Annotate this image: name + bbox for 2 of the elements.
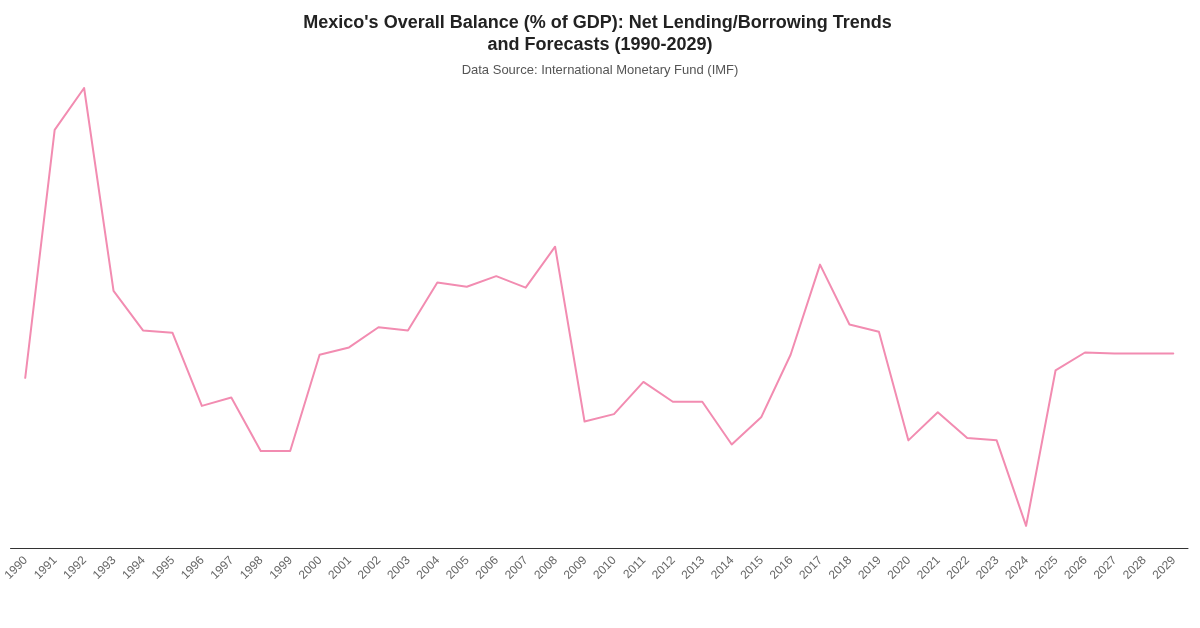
chart-subtitle: Data Source: International Monetary Fund (IMF) <box>461 62 739 77</box>
chart-title: Mexico's Overall Balance (% of GDP): Net Lending/Borrowing Trends and Forecasts (1990-2029) <box>303 12 897 54</box>
